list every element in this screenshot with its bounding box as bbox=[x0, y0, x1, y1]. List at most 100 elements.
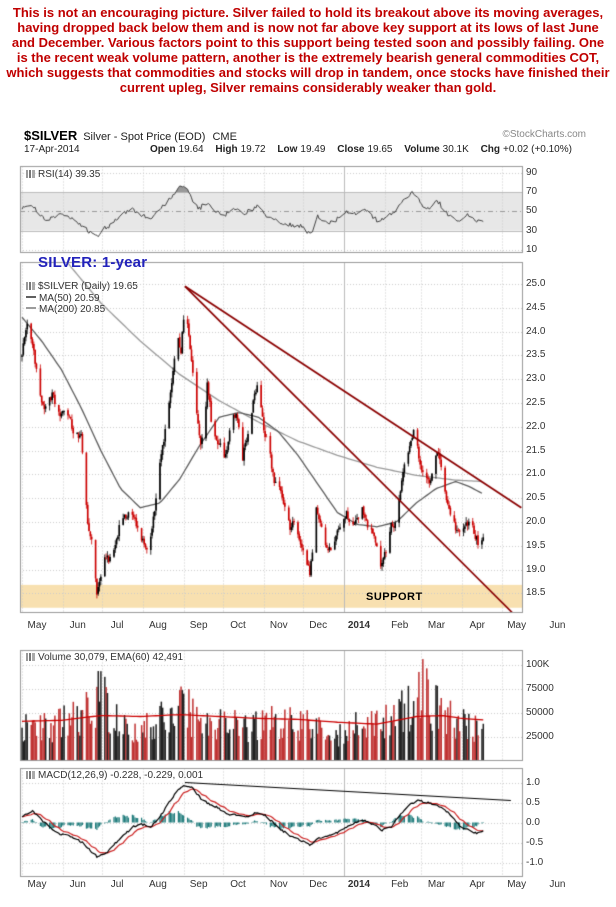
month-label: May bbox=[507, 879, 527, 890]
volume-tick-label: 25000 bbox=[526, 730, 554, 742]
macd-tick-label: 0.0 bbox=[526, 816, 540, 828]
volume-tick-label: 75000 bbox=[526, 682, 554, 694]
month-label: Nov bbox=[269, 879, 288, 890]
price-legend-text: $SILVER (Daily) 19.65 bbox=[38, 281, 138, 292]
rsi-tick-label: 70 bbox=[526, 186, 538, 198]
close-label: Close bbox=[337, 144, 365, 155]
month-label: Jul bbox=[110, 879, 124, 890]
ma50-legend-text: MA(50) 20.59 bbox=[39, 293, 100, 304]
macd-tick-label: 0.5 bbox=[526, 796, 540, 808]
volume-bars-icon bbox=[26, 653, 35, 661]
quote-change: Chg +0.02 (+0.10%) bbox=[481, 144, 572, 155]
price-tick-label: 22.5 bbox=[526, 396, 546, 408]
month-label: 2014 bbox=[347, 620, 371, 631]
price-tick-label: 20.0 bbox=[526, 516, 546, 528]
month-label: Oct bbox=[230, 620, 246, 631]
quote-low: Low 19.49 bbox=[277, 144, 325, 155]
month-label: Jun bbox=[69, 879, 86, 890]
month-label: 2014 bbox=[347, 879, 371, 890]
rsi-legend-text: RSI(14) 39.35 bbox=[38, 169, 101, 180]
change-label: Chg bbox=[480, 144, 501, 155]
rsi-tick-label: 10 bbox=[526, 243, 538, 255]
ma50-line-icon bbox=[26, 296, 36, 298]
commentary-text: This is not an encouraging picture. Silv… bbox=[6, 5, 610, 95]
close-value: 19.65 bbox=[367, 144, 393, 155]
rsi-tick-label: 50 bbox=[526, 205, 538, 217]
rsi-tick-label: 30 bbox=[526, 224, 538, 236]
month-label: Feb bbox=[391, 620, 409, 631]
volume-tick-label: 100K bbox=[526, 658, 550, 670]
support-label: SUPPORT bbox=[366, 591, 423, 603]
ma50-legend: MA(50) 20.59 bbox=[26, 293, 100, 304]
price-tick-label: 21.5 bbox=[526, 444, 546, 456]
chart-annotation: SILVER: 1-year bbox=[38, 254, 148, 271]
high-value: 19.72 bbox=[240, 144, 266, 155]
price-tick-label: 18.5 bbox=[526, 587, 546, 599]
month-label: May bbox=[507, 620, 527, 631]
month-label: Jun bbox=[69, 620, 86, 631]
quote-volume: Volume 30.1K bbox=[404, 144, 469, 155]
month-label: Nov bbox=[269, 620, 288, 631]
month-label: May bbox=[27, 620, 47, 631]
indicator-icon bbox=[26, 170, 35, 178]
quote-open: Open 19.64 bbox=[150, 144, 204, 155]
month-label: Oct bbox=[230, 879, 246, 890]
high-label: High bbox=[215, 144, 238, 155]
price-tick-label: 23.0 bbox=[526, 373, 546, 385]
month-label: Mar bbox=[427, 620, 446, 631]
rsi-tick-label: 90 bbox=[526, 167, 538, 179]
volume-value: 30.1K bbox=[442, 144, 469, 155]
month-label: Mar bbox=[427, 879, 446, 890]
open-value: 19.64 bbox=[178, 144, 204, 155]
macd-legend-text: MACD(12,26,9) -0.228, -0.229, 0.001 bbox=[38, 770, 204, 781]
month-label: Apr bbox=[469, 879, 485, 890]
month-label: Dec bbox=[309, 620, 328, 631]
month-label: Jun bbox=[549, 620, 566, 631]
volume-tick-label: 50000 bbox=[526, 706, 554, 718]
price-tick-label: 20.5 bbox=[526, 492, 546, 504]
month-label: Apr bbox=[469, 620, 485, 631]
month-label: May bbox=[27, 879, 47, 890]
low-label: Low bbox=[277, 144, 298, 155]
ticker-symbol: $SILVER bbox=[24, 128, 78, 143]
macd-tick-label: -0.5 bbox=[526, 836, 544, 848]
volume-label: Volume bbox=[404, 144, 440, 155]
copyright: ©StockCharts.com bbox=[502, 129, 586, 140]
price-tick-label: 24.0 bbox=[526, 325, 546, 337]
price-tick-label: 21.0 bbox=[526, 468, 546, 480]
macd-legend: MACD(12,26,9) -0.228, -0.229, 0.001 bbox=[26, 770, 203, 781]
month-label: Jul bbox=[110, 620, 124, 631]
price-tick-label: 22.0 bbox=[526, 420, 546, 432]
macd-tick-label: 1.0 bbox=[526, 776, 540, 788]
ma200-legend: MA(200) 20.85 bbox=[26, 304, 105, 315]
price-legend: $SILVER (Daily) 19.65 bbox=[26, 281, 138, 292]
month-label: Feb bbox=[391, 879, 409, 890]
volume-legend: Volume 30,079, EMA(60) 42,491 bbox=[26, 652, 183, 663]
change-value: +0.02 (+0.10%) bbox=[503, 144, 572, 155]
month-label: Jun bbox=[549, 879, 566, 890]
exchange-label: CME bbox=[212, 131, 237, 143]
quote-close: Close 19.65 bbox=[337, 144, 392, 155]
rsi-legend: RSI(14) 39.35 bbox=[26, 169, 100, 180]
macd-tick-label: -1.0 bbox=[526, 856, 544, 868]
chart-date: 17-Apr-2014 bbox=[24, 144, 80, 155]
macd-icon bbox=[26, 771, 35, 779]
quote-high: High 19.72 bbox=[215, 144, 265, 155]
month-label: Aug bbox=[148, 620, 167, 631]
month-label: Sep bbox=[189, 879, 208, 890]
month-label: Sep bbox=[189, 620, 208, 631]
price-tick-label: 24.5 bbox=[526, 301, 546, 313]
month-label: Aug bbox=[148, 879, 167, 890]
ma200-line-icon bbox=[26, 307, 36, 309]
instrument-name: Silver - Spot Price (EOD) bbox=[83, 131, 206, 143]
ma200-legend-text: MA(200) 20.85 bbox=[39, 304, 106, 315]
candlestick-icon bbox=[26, 282, 35, 290]
price-tick-label: 19.0 bbox=[526, 563, 546, 575]
volume-legend-text: Volume 30,079, EMA(60) 42,491 bbox=[38, 652, 184, 663]
chart-header: $SILVER Silver - Spot Price (EOD) CME bbox=[24, 127, 237, 145]
price-tick-label: 23.5 bbox=[526, 349, 546, 361]
price-tick-label: 19.5 bbox=[526, 539, 546, 551]
quote-strip: Open 19.64 High 19.72 Low 19.49 Close 19.65 … bbox=[150, 144, 581, 155]
